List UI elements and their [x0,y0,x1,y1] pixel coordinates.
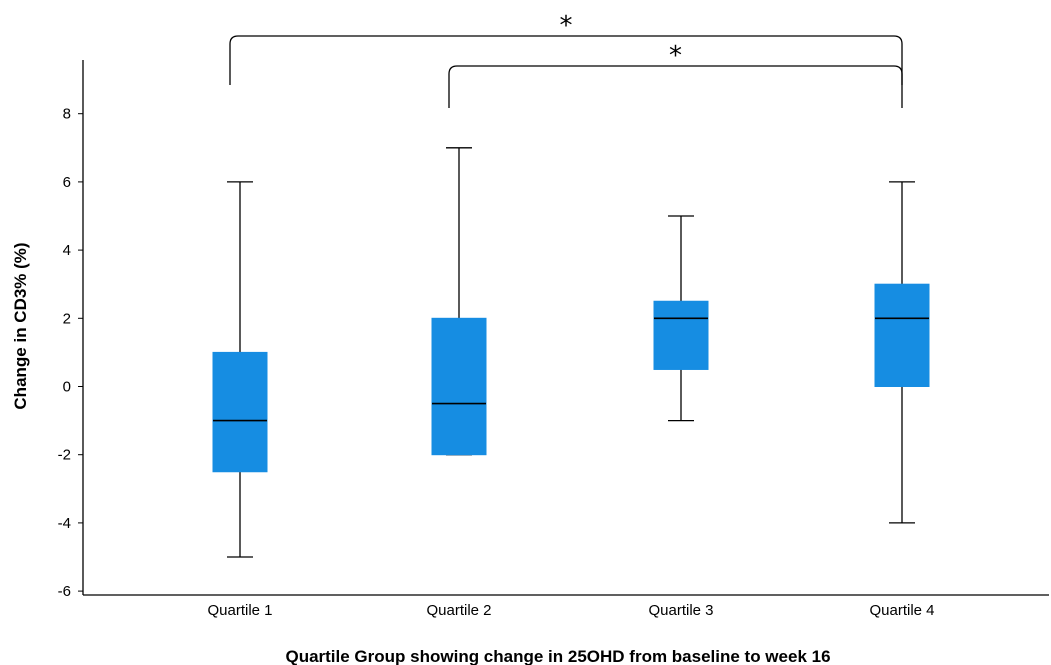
box-iqr [874,283,930,388]
box-4 [874,181,930,524]
x-axis-title: Quartile Group showing change in 25OHD f… [285,647,830,665]
boxes [212,147,930,558]
x-axis-labels: Quartile 1 Quartile 2 Quartile 3 Quartile 4 [207,602,934,619]
y-tick-label: -2 [58,447,71,464]
box-iqr [653,300,709,370]
significance-bracket [229,35,903,85]
box-2 [431,147,487,456]
x-tick-label: Quartile 1 [207,602,272,619]
y-tick-label: -4 [58,515,71,532]
y-tick-label: 6 [63,174,71,191]
y-tick-label: 8 [63,106,71,123]
significance-star: * [560,11,573,41]
x-tick-label: Quartile 4 [869,602,934,619]
y-tick-label: -6 [58,583,71,600]
y-axis-ticks: -6 -4 -2 0 2 4 6 8 [58,106,83,600]
y-tick-label: 2 [63,310,71,327]
box-1 [212,181,268,558]
significance-bracket [448,65,903,108]
x-tick-label: Quartile 3 [648,602,713,619]
y-tick-label: 4 [63,242,71,259]
box-iqr [212,351,268,473]
axes [82,60,1049,596]
x-tick-label: Quartile 2 [426,602,491,619]
y-axis-title: Change in CD3% (%) [11,242,30,409]
significance-brackets: ** [229,11,903,108]
y-tick-label: 0 [63,379,71,396]
box-3 [653,215,709,422]
significance-star: * [669,41,682,71]
box-iqr [431,317,487,456]
